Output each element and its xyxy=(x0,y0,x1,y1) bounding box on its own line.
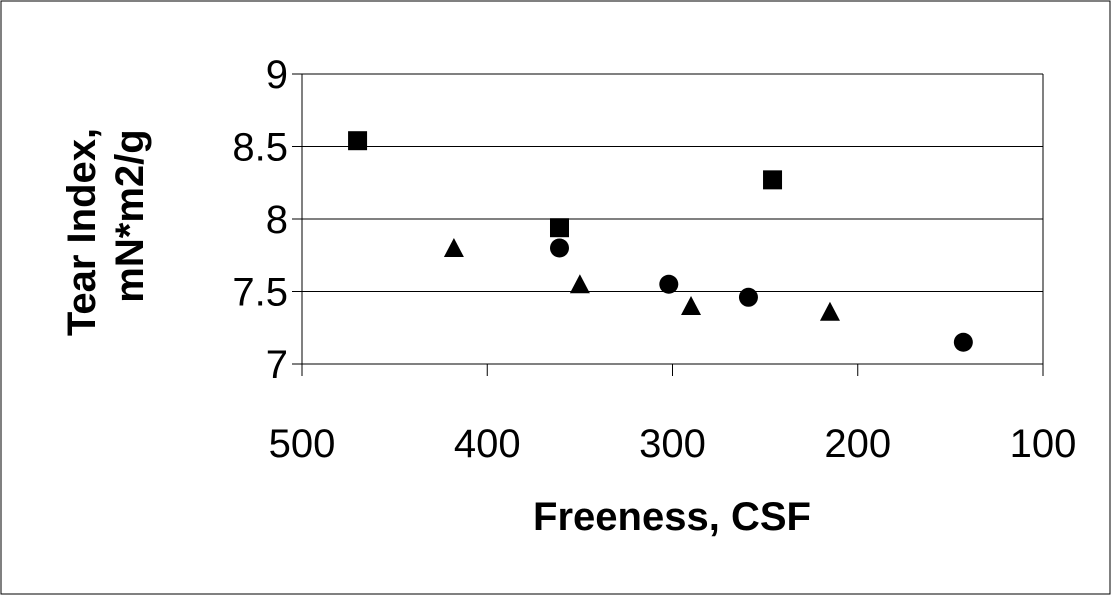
square-data-point xyxy=(549,218,569,238)
axes xyxy=(292,73,1044,376)
y-tick-label: 8 xyxy=(266,198,288,242)
circle-data-point xyxy=(738,287,758,307)
data-points xyxy=(348,131,973,352)
x-tick-label: 500 xyxy=(269,422,336,466)
square-data-point xyxy=(763,170,783,190)
x-axis-title: Freeness, CSF xyxy=(533,495,811,539)
circle-data-point xyxy=(953,332,973,352)
circle-data-point xyxy=(549,238,569,258)
y-axis-title-line-1: Tear Index, xyxy=(60,128,104,336)
y-axis-title-line-2: mN*m2/g xyxy=(108,129,152,302)
x-tick-label: 200 xyxy=(824,422,891,466)
square-data-point xyxy=(348,131,368,151)
triangle-data-point xyxy=(443,238,464,257)
triangle-data-point xyxy=(681,296,702,315)
y-tick-label: 9 xyxy=(266,53,288,97)
x-tick-label: 400 xyxy=(454,422,521,466)
y-tick-label: 7 xyxy=(266,343,288,387)
x-tick-label: 300 xyxy=(639,422,706,466)
x-tick-label: 100 xyxy=(1010,422,1077,466)
triangle-data-point xyxy=(819,301,840,321)
triangle-data-point xyxy=(569,274,590,294)
y-tick-label: 7.5 xyxy=(232,271,288,315)
circle-data-point xyxy=(659,274,679,294)
tick-labels: 7 7.5 8 8.5 9 500 400 300 200 100 xyxy=(232,53,1076,466)
y-tick-label: 8.5 xyxy=(232,126,288,170)
